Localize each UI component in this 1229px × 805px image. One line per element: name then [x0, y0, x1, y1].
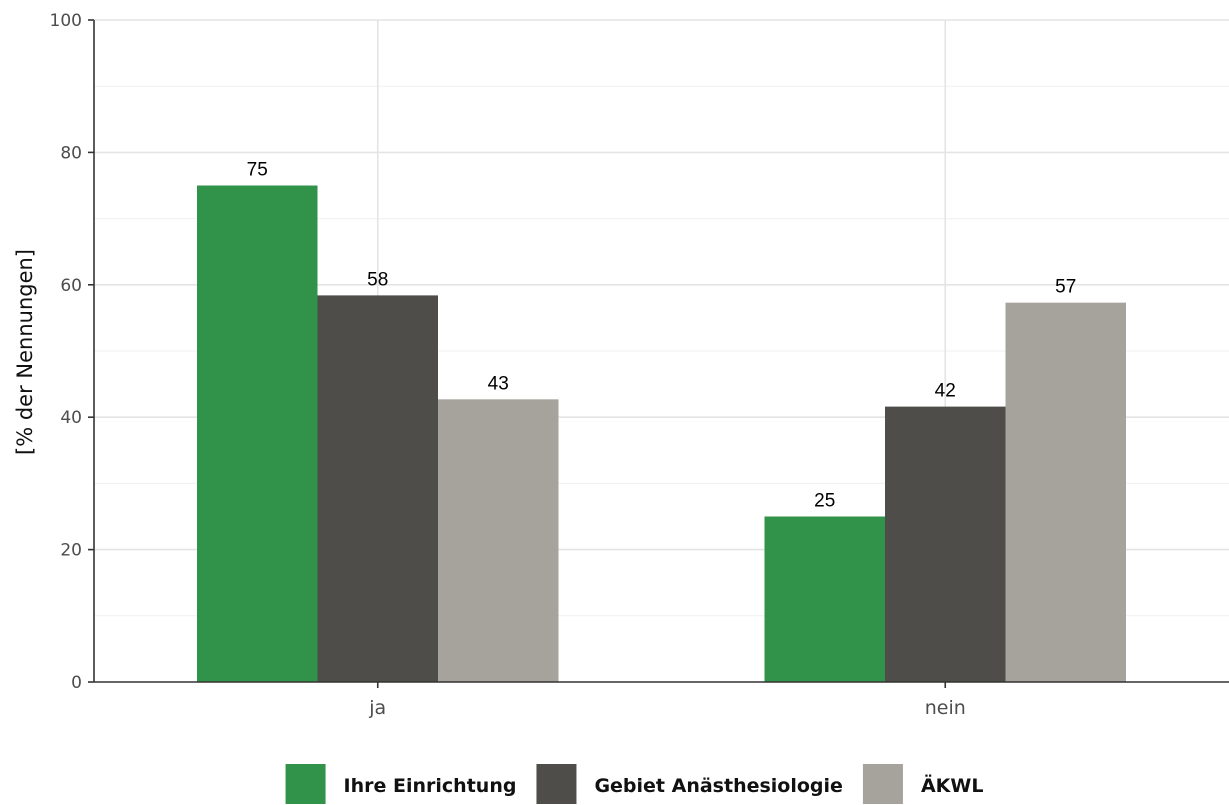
- y-tick-label: 100: [50, 11, 82, 31]
- bar: [197, 185, 318, 682]
- y-tick-label: 40: [60, 408, 82, 428]
- value-label: 42: [935, 381, 956, 402]
- legend-label: ÄKWL: [921, 773, 984, 797]
- legend-label: Gebiet Anästhesiologie: [594, 775, 842, 797]
- x-tick-labels: ja nein: [368, 682, 966, 719]
- bar: [1005, 302, 1126, 682]
- y-tick-label: 0: [71, 673, 82, 693]
- y-tick-label: 20: [60, 541, 82, 561]
- x-tick-label: ja: [368, 697, 386, 719]
- y-axis-title: [% der Nennungen]: [13, 249, 37, 455]
- legend-label: Ihre Einrichtung: [344, 775, 517, 797]
- y-tick-label: 60: [60, 276, 82, 296]
- bar: [885, 406, 1006, 682]
- value-labels: 75 25 58 42 43 57: [247, 160, 1077, 512]
- value-label: 58: [367, 269, 388, 290]
- value-label: 57: [1055, 277, 1076, 298]
- y-tick-labels: 0 20 40 60 80 100: [50, 11, 94, 693]
- legend: Ihre Einrichtung Gebiet Anästhesiologie ÄK…: [285, 764, 984, 804]
- bars: [197, 185, 1126, 682]
- bar: [764, 516, 885, 682]
- legend-key: [285, 764, 326, 804]
- value-label: 25: [814, 491, 835, 512]
- value-label: 75: [247, 160, 268, 181]
- value-label: 43: [488, 373, 509, 394]
- legend-key: [536, 764, 577, 804]
- y-tick-label: 80: [60, 143, 82, 163]
- bar: [317, 295, 438, 682]
- axes: [93, 20, 1229, 683]
- legend-key: [862, 764, 903, 804]
- x-tick-label: nein: [925, 697, 966, 719]
- bar: [438, 399, 559, 682]
